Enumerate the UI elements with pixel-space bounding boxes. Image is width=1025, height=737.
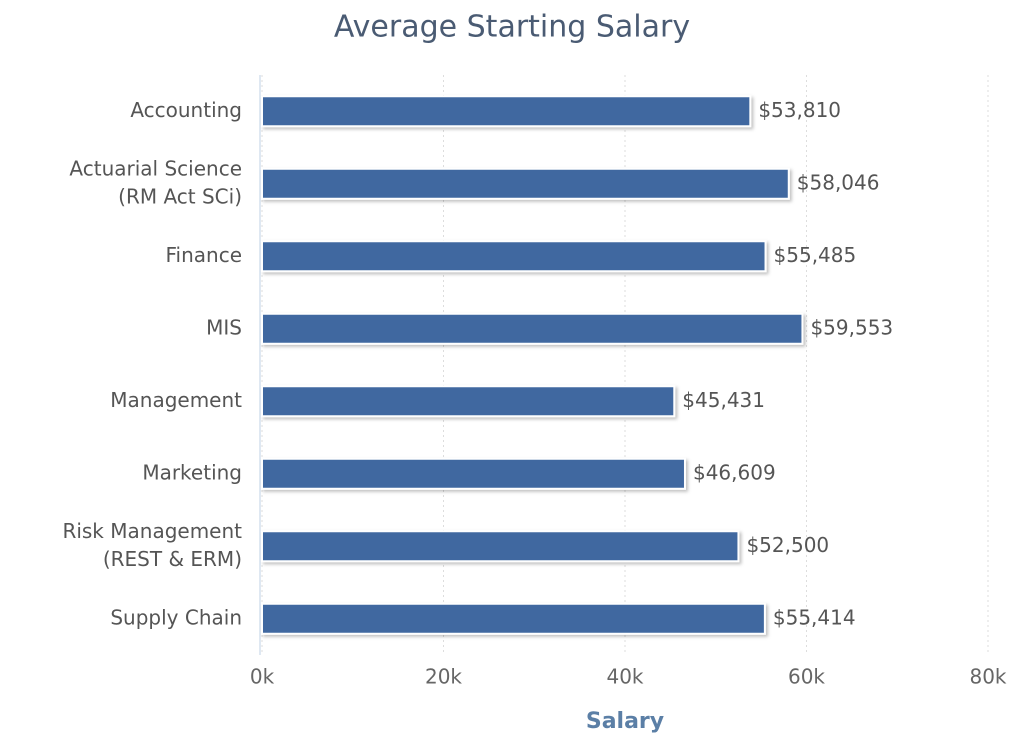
value-label: $45,431: [682, 388, 765, 412]
bar: [261, 240, 767, 273]
x-tick-label: 60k: [788, 665, 825, 689]
y-tick-label: Marketing: [142, 460, 242, 484]
x-axis-label: Salary: [586, 709, 664, 734]
y-tick-label: Finance: [165, 243, 242, 267]
x-tick-label: 0k: [250, 665, 275, 689]
y-tick-label: Risk Management: [62, 519, 242, 543]
value-label: $59,553: [810, 315, 893, 339]
x-tick-label: 20k: [425, 665, 462, 689]
bar: [261, 457, 686, 490]
y-tick-label: Supply Chain: [110, 605, 242, 629]
x-tick-label: 40k: [606, 665, 643, 689]
value-label: $46,609: [693, 460, 776, 484]
y-tick-label: (RM Act SCi): [118, 184, 242, 208]
value-label: $58,046: [797, 170, 880, 194]
value-label: $53,810: [758, 98, 841, 122]
x-tick-label: 80k: [969, 665, 1006, 689]
bar: [261, 385, 676, 418]
y-tick-label: MIS: [206, 315, 242, 339]
bar: [261, 312, 804, 345]
y-tick-label: Management: [110, 388, 242, 412]
bar: [261, 95, 752, 128]
bar: [261, 602, 766, 635]
value-label: $52,500: [746, 533, 829, 557]
y-tick-label: Accounting: [130, 98, 242, 122]
chart-title: Average Starting Salary: [334, 10, 690, 45]
value-label: $55,485: [774, 243, 857, 267]
bar: [261, 167, 790, 200]
y-tick-label: (REST & ERM): [103, 547, 242, 571]
value-label: $55,414: [773, 605, 856, 629]
y-tick-label: Actuarial Science: [69, 156, 242, 180]
bar: [261, 530, 740, 563]
